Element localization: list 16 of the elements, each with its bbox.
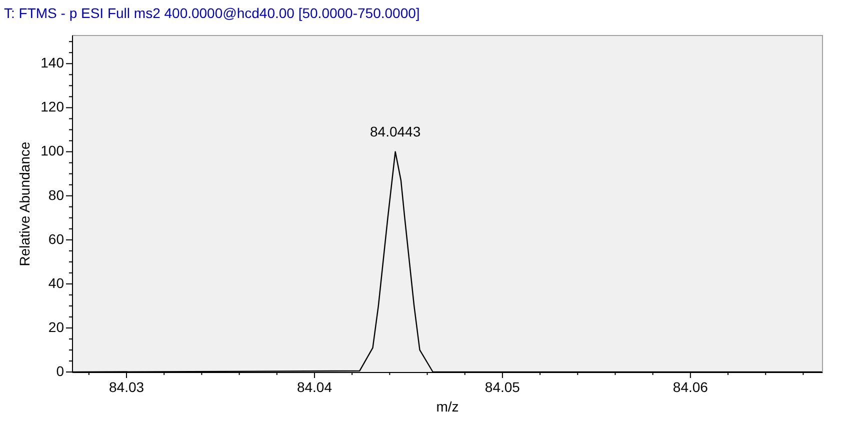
x-tick-label: 84.04 [296, 379, 332, 395]
y-axis-title: Relative Abundance [16, 142, 32, 266]
x-tick-label: 84.06 [672, 379, 708, 395]
chart-title: T: FTMS - p ESI Full ms2 400.0000@hcd40.00 [50.0000-750.0000] [4, 5, 420, 21]
y-tick-label: 20 [48, 318, 64, 335]
y-tick-label: 120 [40, 98, 64, 115]
y-tick-label: 40 [48, 274, 64, 291]
x-tick-label: 84.03 [108, 379, 144, 395]
y-tick-label: 100 [40, 142, 64, 159]
x-tick-label: 84.05 [484, 379, 520, 395]
annotation: 84.0443 [370, 124, 421, 140]
x-axis-title: m/z [436, 398, 459, 414]
y-tick-label: 60 [48, 230, 64, 247]
y-tick-label: 80 [48, 186, 64, 203]
y-tick-label: 0 [56, 363, 64, 379]
y-tick-label: 140 [40, 54, 64, 71]
